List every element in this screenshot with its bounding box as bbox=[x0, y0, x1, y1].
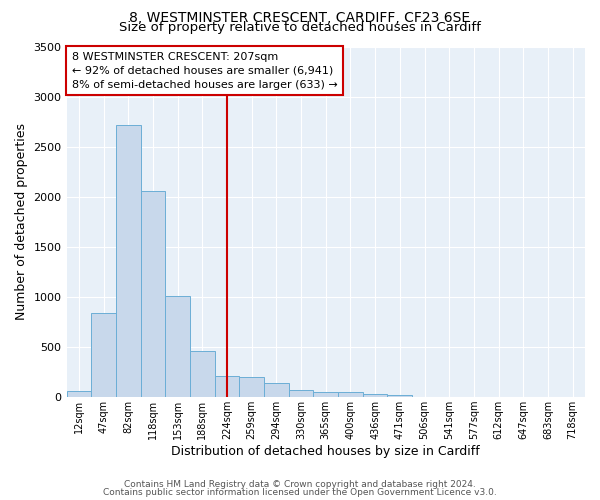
Bar bbox=[67, 391, 91, 396]
Text: 8, WESTMINSTER CRESCENT, CARDIFF, CF23 6SE: 8, WESTMINSTER CRESCENT, CARDIFF, CF23 6… bbox=[130, 11, 470, 25]
Bar bbox=[91, 312, 116, 396]
Bar bbox=[363, 394, 388, 396]
Bar bbox=[140, 190, 165, 396]
Text: Size of property relative to detached houses in Cardiff: Size of property relative to detached ho… bbox=[119, 21, 481, 34]
Bar bbox=[338, 392, 363, 396]
Text: Contains public sector information licensed under the Open Government Licence v3: Contains public sector information licen… bbox=[103, 488, 497, 497]
Bar bbox=[313, 392, 338, 396]
Bar bbox=[388, 394, 412, 396]
Text: 8 WESTMINSTER CRESCENT: 207sqm
← 92% of detached houses are smaller (6,941)
8% o: 8 WESTMINSTER CRESCENT: 207sqm ← 92% of … bbox=[72, 52, 337, 90]
Bar bbox=[264, 382, 289, 396]
Y-axis label: Number of detached properties: Number of detached properties bbox=[15, 123, 28, 320]
Bar bbox=[289, 390, 313, 396]
Bar bbox=[239, 377, 264, 396]
Bar bbox=[215, 376, 239, 396]
Bar bbox=[116, 124, 140, 396]
X-axis label: Distribution of detached houses by size in Cardiff: Distribution of detached houses by size … bbox=[172, 444, 480, 458]
Text: Contains HM Land Registry data © Crown copyright and database right 2024.: Contains HM Land Registry data © Crown c… bbox=[124, 480, 476, 489]
Bar bbox=[190, 351, 215, 397]
Bar bbox=[165, 296, 190, 396]
